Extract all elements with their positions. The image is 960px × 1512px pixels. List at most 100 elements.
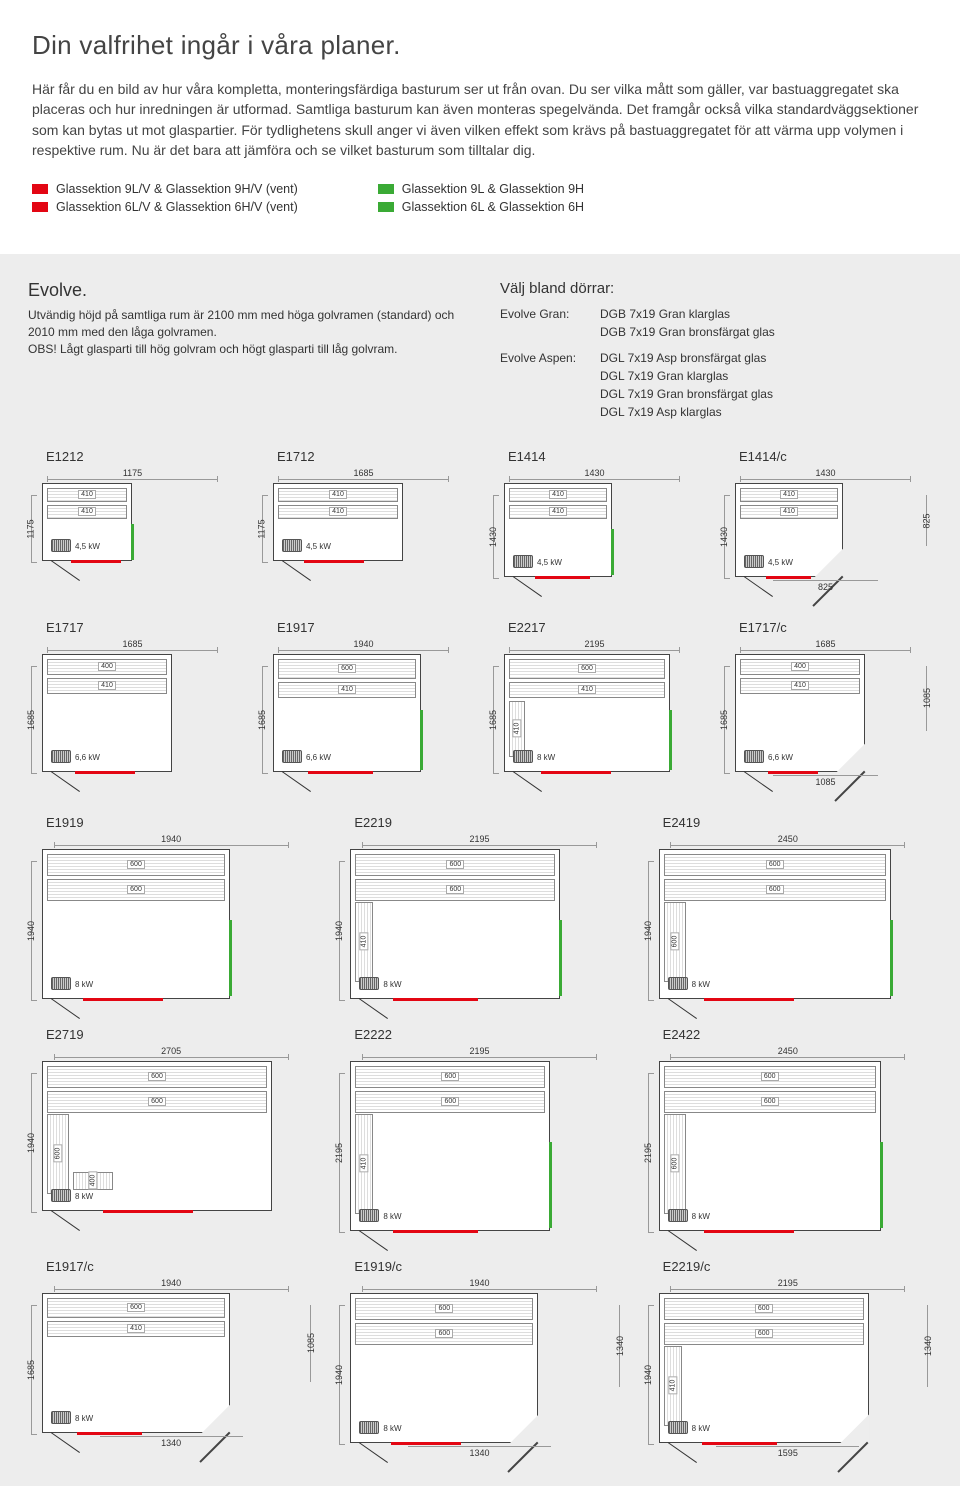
glass-bottom [535, 576, 590, 579]
heater-icon [668, 1421, 688, 1434]
bench: 410 [740, 488, 838, 502]
dim-bottom: 1085 [773, 775, 878, 787]
glass-bottom [75, 771, 135, 774]
bench-depth: 410 [127, 1324, 145, 1333]
glass-bottom [393, 998, 478, 1001]
heater-kw: 6,6 kW [768, 753, 793, 762]
bench-depth: 410 [578, 685, 596, 694]
bench-depth: 400 [89, 1172, 98, 1190]
door-swing [667, 998, 696, 1019]
dim-left: 1940 [643, 921, 653, 941]
bench-depth: 410 [360, 1155, 369, 1173]
intro-text: Här får du en bild av hur våra kompletta… [32, 79, 928, 160]
dim-top: 2195 [362, 1046, 597, 1058]
bench-depth: 410 [780, 490, 798, 499]
heater-kw: 8 kW [537, 753, 555, 762]
plan-code: E1919/c [336, 1259, 622, 1274]
evolve-p1: Utvändig höjd på samtliga rum är 2100 mm… [28, 307, 460, 341]
bench: 410 [47, 488, 127, 502]
bench: 600 [355, 1298, 533, 1320]
page-heading: Din valfrihet ingår i våra planer. [32, 30, 928, 61]
evolve-text: Evolve. Utvändig höjd på samtliga rum är… [28, 278, 460, 421]
plan-E1212: E1212 1175 1175 410410 4,5 kW [28, 449, 237, 592]
bench: 600 [278, 659, 416, 679]
bench: 600 [355, 879, 555, 901]
bench: 600 [47, 1091, 267, 1113]
door-swing [51, 1432, 80, 1453]
dim-left: 1685 [26, 710, 36, 730]
door-swing [51, 1210, 80, 1231]
dim-bottom: 1340 [408, 1446, 551, 1458]
bench: 600 [664, 879, 886, 901]
bench: 600 [47, 879, 225, 901]
plan-E2719: E2719 2705 1940 600600 600400 8 kW [28, 1027, 314, 1231]
plan-code: E1414 [490, 449, 699, 464]
swatch-green [378, 202, 394, 212]
heater-kw: 4,5 kW [537, 558, 562, 567]
dim-top: 1940 [362, 1278, 597, 1290]
plan-E1712: E1712 1685 1175 410410 4,5 kW [259, 449, 468, 592]
bench: 410 [47, 505, 127, 519]
door-swing [667, 1442, 696, 1463]
dim-left: 2195 [643, 1143, 653, 1163]
bench: 400 [740, 659, 860, 675]
glass-bottom [308, 771, 373, 774]
plan-E2422: E2422 2450 2195 600600 600 8 kW [645, 1027, 931, 1231]
side-bench: 600 [664, 902, 686, 982]
bench-depth: 600 [148, 1072, 166, 1081]
dim-top: 2195 [362, 834, 597, 846]
door-swing [744, 576, 773, 597]
plan-E2419: E2419 2450 1940 600600 600 8 kW [645, 815, 931, 999]
evolve-p2: OBS! Lågt glasparti till hög golvram och… [28, 341, 460, 358]
bench-depth: 600 [148, 1097, 166, 1106]
plan-code: E2419 [645, 815, 931, 830]
legend-green2: Glassektion 6L & Glassektion 6H [402, 200, 584, 214]
bench-depth: 600 [578, 664, 596, 673]
plan-code: E2222 [336, 1027, 622, 1042]
evolve-title: Evolve. [28, 278, 460, 303]
heater-icon [51, 1189, 71, 1202]
legend-red2: Glassektion 6L/V & Glassektion 6H/V (ven… [56, 200, 298, 214]
bench-depth: 600 [127, 860, 145, 869]
bench: 600 [355, 854, 555, 876]
bench-depth: 600 [761, 1072, 779, 1081]
bench: 600 [664, 1091, 876, 1113]
glass-bottom [768, 771, 818, 774]
plan-E1414: E1414 1430 1430 410410 4,5 kW [490, 449, 699, 592]
door-swing [282, 560, 311, 581]
legend: Glassektion 9L/V & Glassektion 9H/V (ven… [32, 182, 928, 214]
glass-right [880, 1142, 883, 1228]
side-bench: 600 [47, 1114, 69, 1194]
heater-kw: 4,5 kW [75, 542, 100, 551]
plan-code: E1712 [259, 449, 468, 464]
dim-top: 1940 [54, 1278, 289, 1290]
bench-depth: 400 [791, 662, 809, 671]
bench: 410 [740, 505, 838, 519]
heater-icon [744, 555, 764, 568]
glass-right [420, 710, 423, 770]
dim-top: 2195 [509, 639, 680, 651]
bench: 410 [47, 1321, 225, 1337]
heater-icon [513, 750, 533, 763]
bench: 600 [355, 1323, 533, 1345]
bench: 600 [664, 1323, 864, 1345]
door-swing [513, 576, 542, 597]
bench: 600 [355, 1091, 545, 1113]
door-swing [51, 560, 80, 581]
bench-depth: 600 [670, 933, 679, 951]
dim-left: 1685 [719, 710, 729, 730]
aspen-label: Evolve Aspen: [500, 349, 590, 421]
plan-E1919: E1919 1940 1940 600600 8 kW [28, 815, 314, 999]
glass-bottom [704, 1230, 794, 1233]
glass-bottom [704, 998, 794, 1001]
glass-right [229, 920, 232, 996]
bench-depth: 410 [668, 1377, 677, 1395]
bench-depth: 410 [78, 507, 96, 516]
bench: 600 [664, 1298, 864, 1320]
plan-E1917/c: E1917/c 1940 1685 1085 600410 8 kW 1340 [28, 1259, 314, 1458]
bench-depth: 600 [435, 1304, 453, 1313]
doors-block: Välj bland dörrar: Evolve Gran: DGB 7x19… [500, 278, 932, 421]
glass-bottom [391, 1442, 461, 1445]
bench-depth: 410 [329, 507, 347, 516]
bench-depth: 410 [780, 507, 798, 516]
